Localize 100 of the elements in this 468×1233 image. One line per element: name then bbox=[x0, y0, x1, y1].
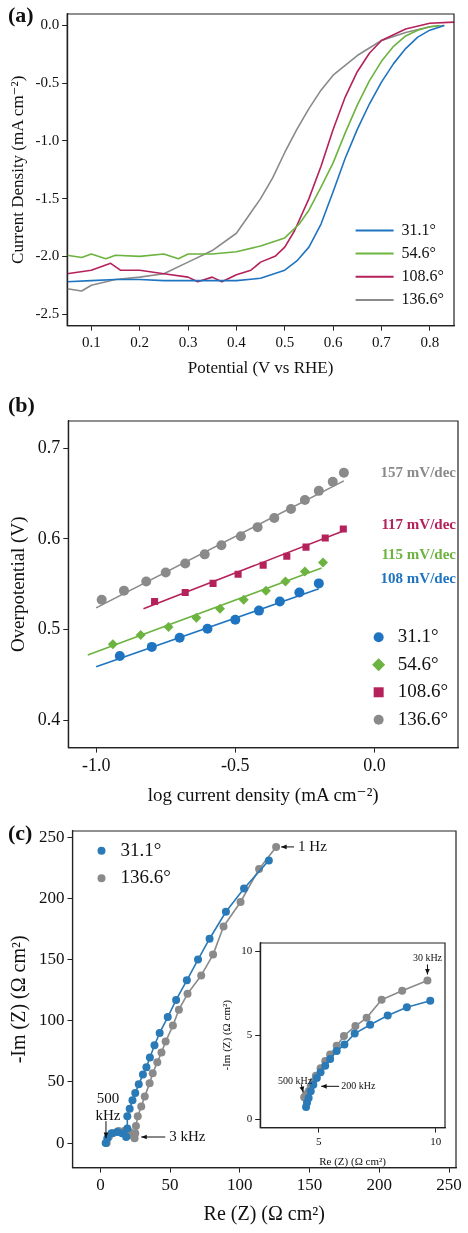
point bbox=[321, 534, 329, 542]
point bbox=[326, 1054, 335, 1063]
y-tick-label: -1.5 bbox=[35, 189, 60, 206]
point bbox=[269, 513, 280, 524]
point bbox=[272, 842, 281, 851]
x-tick-label: 0.3 bbox=[178, 333, 198, 350]
point bbox=[221, 907, 230, 916]
annotation: 200 kHz bbox=[341, 1079, 376, 1091]
legend-label: 31.1° bbox=[397, 625, 439, 647]
annotation: 1 Hz bbox=[298, 837, 328, 854]
legend-label: 54.6° bbox=[401, 243, 437, 261]
legend-label: 136.6° bbox=[120, 866, 171, 888]
legend-label: 108.6° bbox=[397, 680, 449, 702]
chart-title: (b) bbox=[8, 392, 35, 418]
legend-label: 31.1° bbox=[120, 838, 162, 860]
x-tick-label: -1.0 bbox=[81, 755, 111, 776]
point bbox=[302, 543, 310, 551]
x-axis-title: Potential (V vs RHE) bbox=[187, 358, 334, 378]
point bbox=[398, 986, 407, 995]
y-tick-label: -0.5 bbox=[35, 74, 60, 91]
point bbox=[181, 588, 189, 596]
x-tick-label: 0.8 bbox=[420, 333, 440, 350]
point bbox=[137, 1102, 146, 1111]
annotation: 157 mV/dec bbox=[380, 464, 457, 481]
point bbox=[202, 623, 213, 634]
y-tick-label: 0 bbox=[246, 1112, 253, 1125]
y-axis-title: -Im (Z) (Ω cm²) bbox=[7, 935, 31, 1064]
point bbox=[423, 976, 432, 985]
y-tick-label: 0.7 bbox=[37, 436, 61, 457]
point bbox=[205, 934, 214, 943]
y-tick-label: 0.0 bbox=[40, 16, 60, 33]
point bbox=[362, 1013, 371, 1022]
point bbox=[107, 639, 118, 650]
point bbox=[209, 579, 217, 587]
point bbox=[216, 540, 227, 551]
point bbox=[402, 1003, 411, 1012]
point bbox=[327, 476, 338, 487]
chart-title: (a) bbox=[8, 2, 34, 28]
point bbox=[128, 1096, 137, 1105]
point bbox=[133, 1112, 142, 1121]
point bbox=[283, 552, 291, 560]
point bbox=[351, 1022, 360, 1031]
point bbox=[163, 621, 174, 632]
point bbox=[215, 603, 226, 614]
y-tick-label: 0.6 bbox=[37, 527, 61, 548]
point bbox=[168, 1021, 177, 1030]
point bbox=[180, 558, 191, 569]
point bbox=[161, 1037, 170, 1046]
point bbox=[145, 1079, 154, 1088]
point bbox=[191, 612, 202, 623]
point bbox=[163, 1013, 172, 1022]
point bbox=[96, 594, 107, 605]
point bbox=[135, 630, 146, 641]
point bbox=[183, 989, 192, 998]
point bbox=[259, 561, 267, 569]
y-tick-label: -2.0 bbox=[35, 247, 60, 264]
point bbox=[366, 1020, 375, 1029]
point bbox=[264, 856, 273, 865]
point bbox=[236, 897, 245, 906]
point bbox=[145, 1053, 154, 1062]
point bbox=[134, 1080, 143, 1089]
legend-label: 136.6° bbox=[397, 707, 449, 729]
point bbox=[160, 567, 171, 578]
annotation: 500 kHz bbox=[95, 1090, 121, 1124]
point bbox=[153, 1058, 162, 1067]
x-axis-title: log current density (mA cm⁻²) bbox=[147, 783, 379, 806]
point bbox=[299, 566, 310, 577]
annotation: 115 mV/dec bbox=[381, 545, 457, 562]
point bbox=[260, 585, 271, 596]
annotation: 500 kHz bbox=[278, 1074, 313, 1086]
point bbox=[252, 522, 263, 533]
x-axis-title: Re (Z) (Ω cm²) bbox=[203, 1202, 325, 1226]
point bbox=[426, 996, 435, 1005]
point bbox=[377, 995, 386, 1004]
point bbox=[332, 1047, 341, 1056]
point bbox=[114, 650, 125, 661]
y-tick-label: 0.5 bbox=[37, 618, 61, 639]
point bbox=[238, 594, 249, 605]
y-tick-label: 10 bbox=[241, 944, 253, 957]
x-tick-label: 250 bbox=[436, 1175, 462, 1195]
annotation: 117 mV/dec bbox=[381, 516, 457, 533]
point bbox=[194, 955, 203, 964]
legend-label: 31.1° bbox=[401, 220, 437, 238]
point bbox=[172, 995, 181, 1004]
x-tick-label: 0.5 bbox=[275, 333, 295, 350]
point bbox=[155, 1028, 164, 1037]
y-tick-label: -2.5 bbox=[35, 305, 60, 321]
x-tick-label: 0.0 bbox=[363, 755, 386, 776]
point bbox=[313, 485, 324, 496]
point bbox=[131, 1088, 140, 1097]
x-tick-label: 150 bbox=[296, 1175, 323, 1195]
y-axis-title: Overpotential (V) bbox=[7, 516, 30, 653]
point bbox=[151, 598, 159, 606]
point bbox=[294, 587, 305, 598]
y-axis-title: -Im (Z) (Ω cm²) bbox=[220, 999, 234, 1071]
point bbox=[157, 1048, 166, 1057]
x-tick-label: 0.1 bbox=[81, 333, 101, 350]
point bbox=[122, 1133, 131, 1141]
point bbox=[148, 1069, 157, 1078]
chart-title: (c) bbox=[8, 820, 33, 846]
